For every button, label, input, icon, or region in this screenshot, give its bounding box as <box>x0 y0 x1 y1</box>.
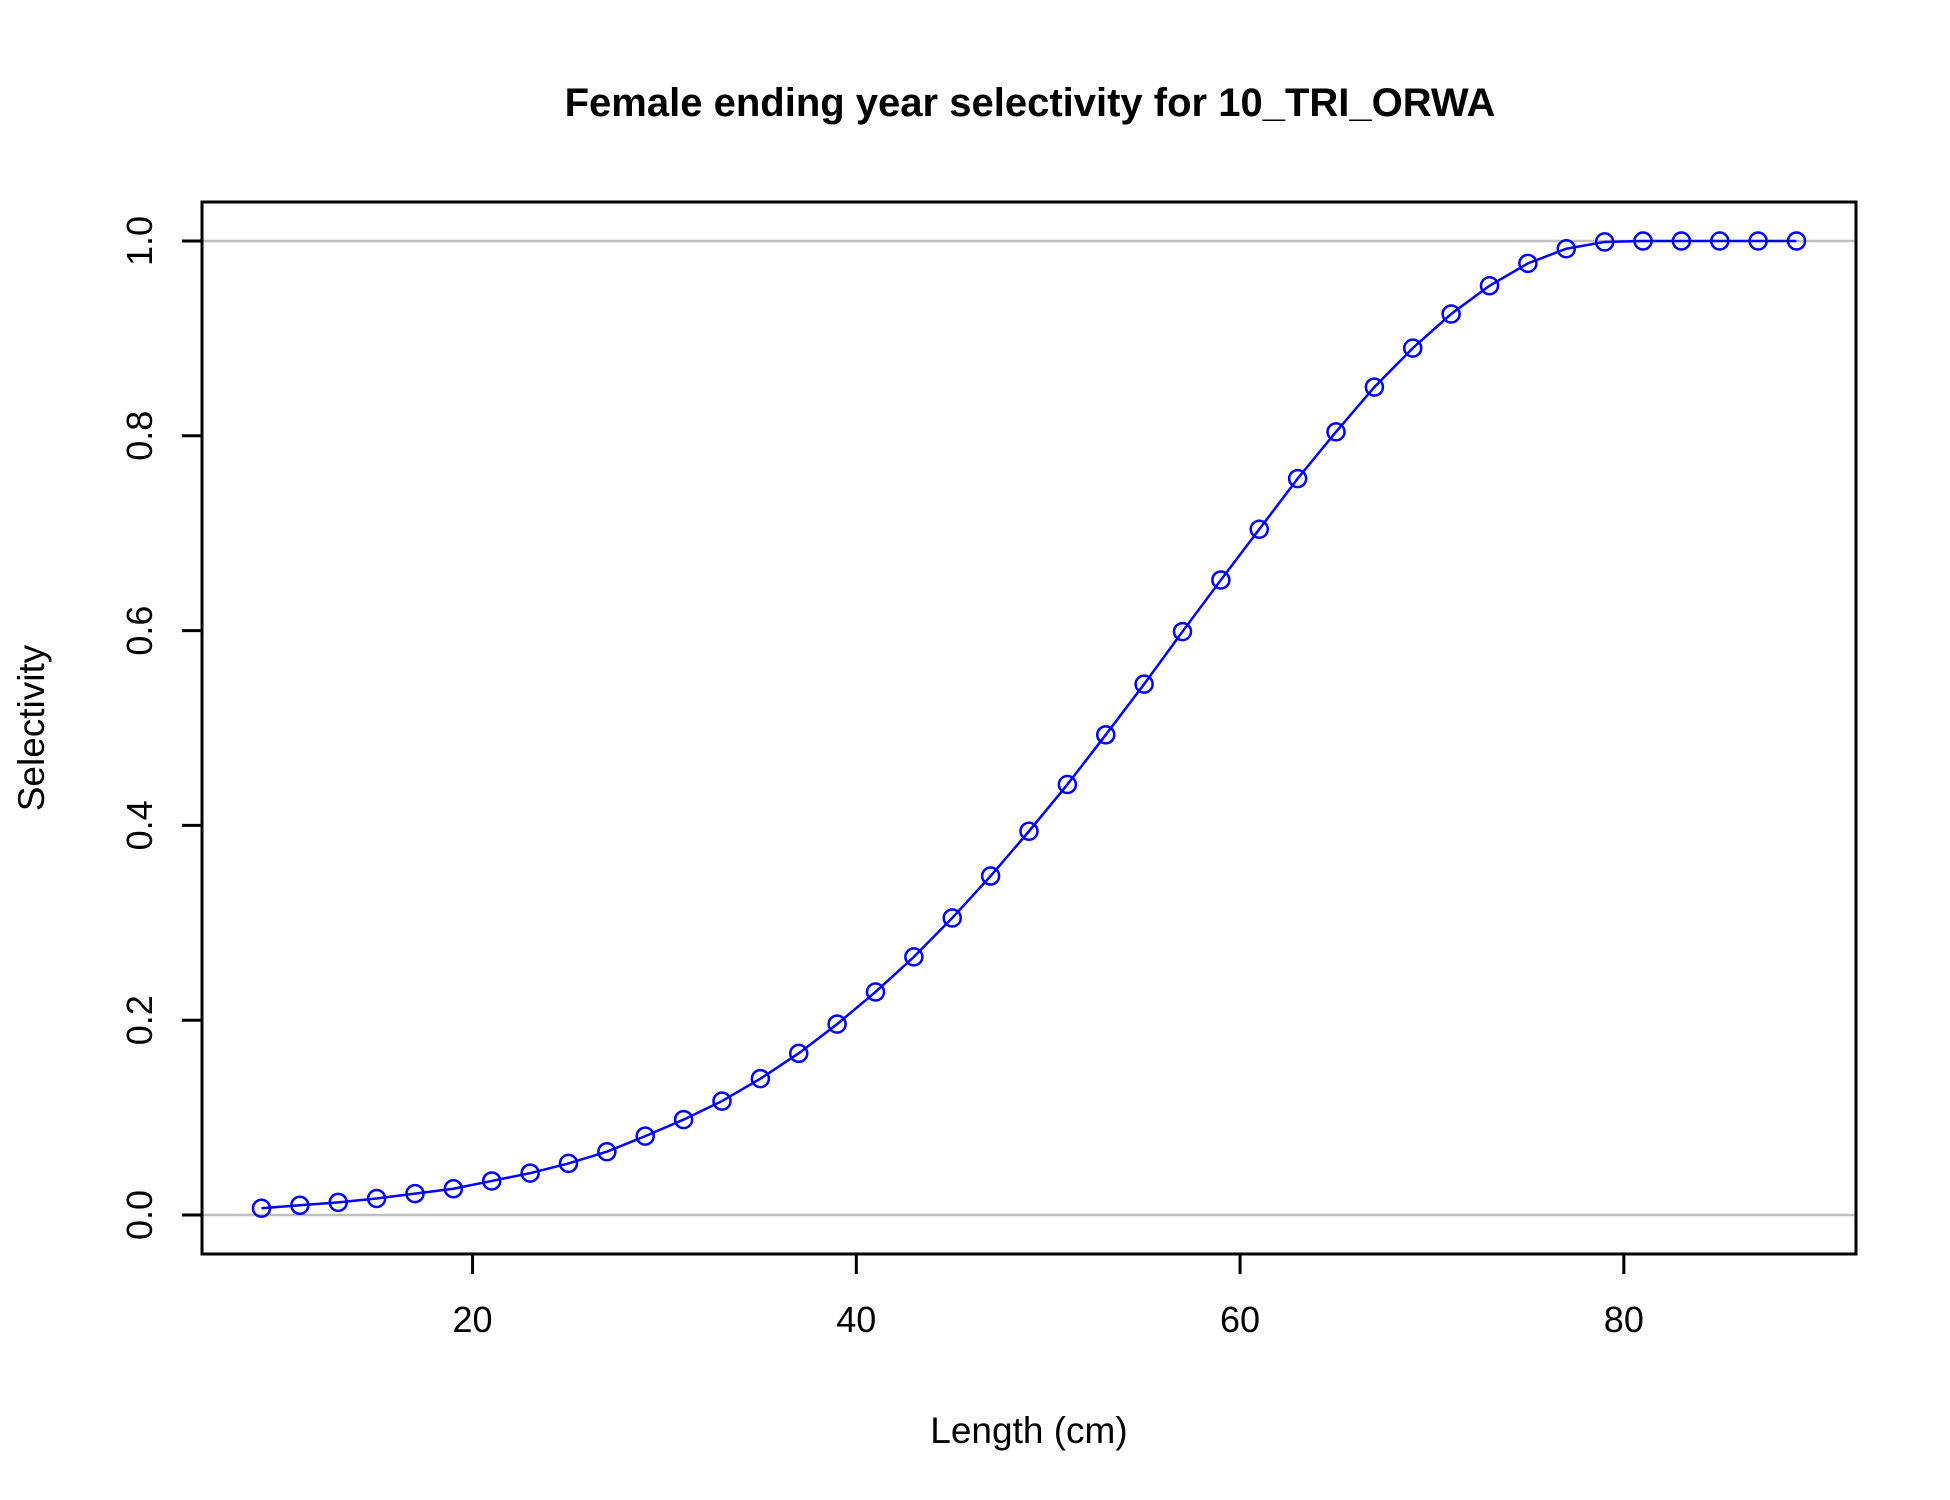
y-tick-label: 0.6 <box>119 606 160 656</box>
data-point <box>1096 725 1116 745</box>
data-point <box>481 1171 502 1191</box>
data-point <box>1211 570 1231 590</box>
data-point <box>1479 276 1500 296</box>
data-point <box>328 1192 348 1213</box>
data-point <box>788 1043 809 1064</box>
x-axis-label: Length (cm) <box>930 1410 1127 1451</box>
series-layer <box>251 231 1807 1218</box>
data-point <box>1364 377 1385 397</box>
data-point <box>1019 821 1039 842</box>
plot-frame <box>200 200 1858 1256</box>
y-tick-label: 0.4 <box>119 800 160 850</box>
data-point <box>1594 232 1615 252</box>
data-point <box>1134 674 1154 694</box>
y-axis: 0.0 0.2 0.4 0.6 0.8 1.0 <box>119 216 202 1240</box>
y-tick-label: 1.0 <box>119 216 160 266</box>
data-point <box>904 947 924 967</box>
data-point <box>1710 231 1730 251</box>
data-point <box>635 1126 655 1146</box>
data-point <box>290 1195 310 1216</box>
data-point <box>1441 304 1461 324</box>
reference-lines <box>202 239 1856 1217</box>
data-point <box>865 982 886 1002</box>
x-tick-label: 80 <box>1604 1299 1644 1340</box>
data-point <box>558 1153 579 1174</box>
y-tick-label: 0.2 <box>119 995 160 1045</box>
data-point <box>1403 338 1423 358</box>
data-point <box>520 1163 540 1183</box>
chart-title: Female ending year selectivity for 10_TR… <box>565 81 1496 125</box>
y-tick-label: 0.0 <box>119 1190 160 1240</box>
y-axis-label: Selectivity <box>11 644 52 811</box>
data-point <box>366 1188 387 1209</box>
data-point <box>1287 468 1308 489</box>
x-tick-label: 20 <box>453 1299 493 1340</box>
x-axis: 20 40 60 80 <box>453 1254 1644 1340</box>
data-point <box>1249 519 1270 540</box>
data-point <box>1748 231 1768 251</box>
y-tick-label: 0.8 <box>119 411 160 461</box>
data-point <box>942 908 962 928</box>
data-point <box>673 1109 694 1130</box>
data-point <box>1556 239 1577 259</box>
data-point <box>712 1091 732 1111</box>
data-point <box>980 866 1001 886</box>
data-point <box>750 1068 771 1089</box>
data-point <box>827 1014 847 1034</box>
data-point <box>443 1178 464 1199</box>
data-point <box>597 1141 617 1162</box>
x-tick-label: 40 <box>836 1299 876 1340</box>
data-point <box>1057 774 1078 795</box>
data-point <box>1172 621 1193 642</box>
series-line <box>261 239 1797 1210</box>
data-point <box>1671 231 1692 251</box>
data-point <box>1786 231 1807 251</box>
data-point <box>1633 231 1653 251</box>
x-tick-label: 60 <box>1220 1299 1260 1340</box>
data-point <box>1326 422 1346 442</box>
data-point <box>251 1198 272 1218</box>
data-point <box>405 1183 425 1204</box>
data-point <box>1518 253 1538 274</box>
